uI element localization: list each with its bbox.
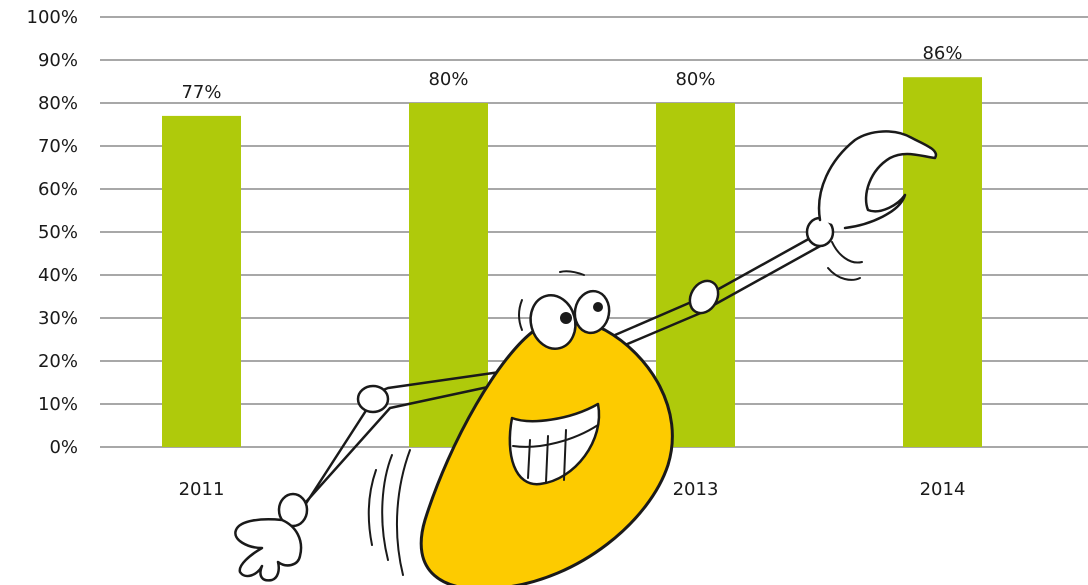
y-tick-label: 30% — [38, 308, 78, 329]
y-tick-label: 20% — [38, 351, 78, 372]
y-tick-label: 50% — [38, 222, 78, 243]
y-tick-label: 80% — [38, 93, 78, 114]
data-label-2012: 80% — [428, 69, 468, 90]
gridlines — [100, 16, 1088, 448]
data-labels: 77% 80% 80% 86% — [181, 43, 962, 103]
y-tick-label: 10% — [38, 394, 78, 415]
bar-2011 — [162, 115, 241, 448]
x-tick-label-2013: 2013 — [673, 479, 719, 500]
y-tick-label: 100% — [27, 7, 78, 28]
data-label-2013: 80% — [675, 69, 715, 90]
y-tick-label: 40% — [38, 265, 78, 286]
data-label-2011: 77% — [181, 82, 221, 103]
x-tick-label-2014: 2014 — [920, 479, 966, 500]
bar-2013 — [656, 103, 735, 447]
x-tick-label-2011: 2011 — [179, 479, 225, 500]
bar-2014 — [903, 77, 982, 447]
bars — [162, 77, 982, 448]
y-tick-label: 60% — [38, 179, 78, 200]
y-tick-label: 70% — [38, 136, 78, 157]
mascot-illustration — [234, 130, 938, 585]
x-axis-ticks: 2011 2013 2014 — [179, 479, 966, 500]
y-tick-label: 90% — [38, 50, 78, 71]
y-tick-label: 0% — [49, 437, 78, 458]
data-label-2014: 86% — [922, 43, 962, 64]
y-axis-ticks: 0% 10% 20% 30% 40% 50% 60% 70% 80% 90% 100% — [27, 7, 78, 458]
